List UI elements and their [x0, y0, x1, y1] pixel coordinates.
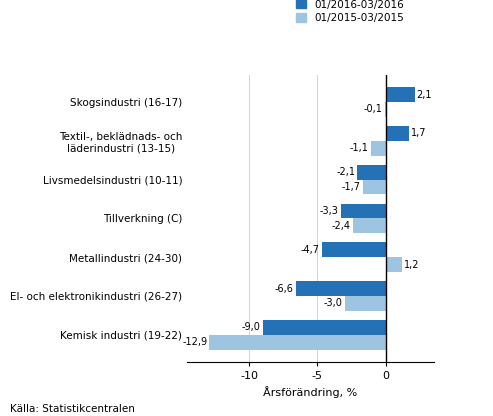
Bar [386, 87, 415, 102]
Bar [341, 204, 386, 218]
Bar [321, 243, 386, 257]
Bar [295, 281, 386, 296]
Bar [263, 320, 386, 335]
Text: -1,1: -1,1 [350, 143, 369, 153]
Legend: 01/2016-03/2016, 01/2015-03/2015: 01/2016-03/2016, 01/2015-03/2015 [296, 0, 405, 23]
Text: -0,1: -0,1 [364, 104, 383, 114]
Text: -2,1: -2,1 [336, 167, 355, 177]
Bar [386, 257, 402, 272]
Bar [363, 180, 386, 194]
Bar [386, 126, 409, 141]
Text: Källa: Statistikcentralen: Källa: Statistikcentralen [10, 404, 135, 414]
Bar [357, 165, 386, 180]
Text: -4,7: -4,7 [301, 245, 319, 255]
Text: 1,2: 1,2 [404, 260, 420, 270]
Text: -3,0: -3,0 [324, 298, 343, 308]
Text: -12,9: -12,9 [182, 337, 207, 347]
X-axis label: Årsförändring, %: Årsförändring, % [263, 386, 358, 399]
Bar [371, 141, 386, 156]
Text: -2,4: -2,4 [332, 221, 351, 231]
Bar [353, 218, 386, 233]
Text: -6,6: -6,6 [275, 284, 293, 294]
Bar [385, 102, 386, 117]
Text: -9,0: -9,0 [242, 322, 261, 332]
Bar [345, 296, 386, 311]
Text: -3,3: -3,3 [320, 206, 339, 216]
Bar [209, 335, 386, 349]
Text: 1,7: 1,7 [411, 129, 427, 139]
Text: 2,1: 2,1 [417, 90, 432, 100]
Text: -1,7: -1,7 [342, 182, 360, 192]
